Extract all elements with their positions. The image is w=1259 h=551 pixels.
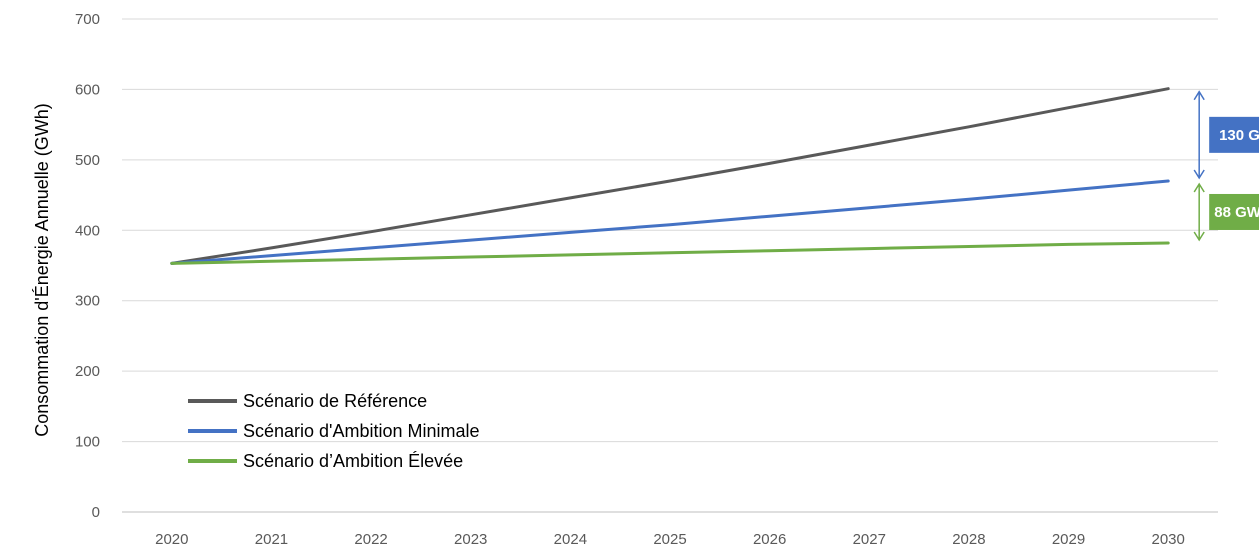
y-tick-label: 600 [75,81,100,98]
legend-item-2: Scénario d'Ambition Minimale [188,421,480,441]
legend-item-1: Scénario de Référence [188,391,427,411]
x-tick-label: 2030 [1151,531,1184,546]
x-tick-label: 2020 [155,531,188,546]
x-tick-label: 2025 [653,531,686,546]
difference-badge-label: 88 GWh [1214,204,1259,221]
x-tick-label: 2027 [853,531,886,546]
legend-label: Scénario d'Ambition Minimale [243,421,480,441]
legend-label: Scénario de Référence [243,391,427,411]
y-tick-label: 300 [75,293,100,310]
x-tick-label: 2024 [554,531,587,546]
difference-annotation-2: 88 GWh [1194,184,1259,240]
x-tick-label: 2028 [952,531,985,546]
y-tick-label: 400 [75,222,100,239]
x-tick-label: 2029 [1052,531,1085,546]
legend-label: Scénario d’Ambition Élevée [243,451,463,471]
series-lines [172,89,1168,264]
series-line-2 [172,181,1168,263]
x-tick-label: 2023 [454,531,487,546]
legend-item-3: Scénario d’Ambition Élevée [188,451,463,471]
y-tick-label: 500 [75,152,100,169]
difference-annotations: 130 GWh 88 GWh [1194,92,1259,240]
legend: Scénario de Référence Scénario d'Ambition… [188,391,480,471]
x-tick-label: 2026 [753,531,786,546]
y-tick-label: 100 [75,434,100,451]
series-line-1 [172,89,1168,264]
difference-annotation-1: 130 GWh [1194,92,1259,178]
y-axis-title: Consommation d'Énergie Annuelle (GWh) [32,103,52,437]
difference-badge-label: 130 GWh [1219,127,1259,144]
y-tick-label: 200 [75,363,100,380]
y-tick-label: 700 [75,11,100,28]
y-tick-label: 0 [92,504,100,521]
x-tick-label: 2021 [255,531,288,546]
x-tick-label: 2022 [354,531,387,546]
tick-labels: 0 100 200 300 400 500 600 700 2020 2021 2022 2023 20… [75,11,1185,546]
